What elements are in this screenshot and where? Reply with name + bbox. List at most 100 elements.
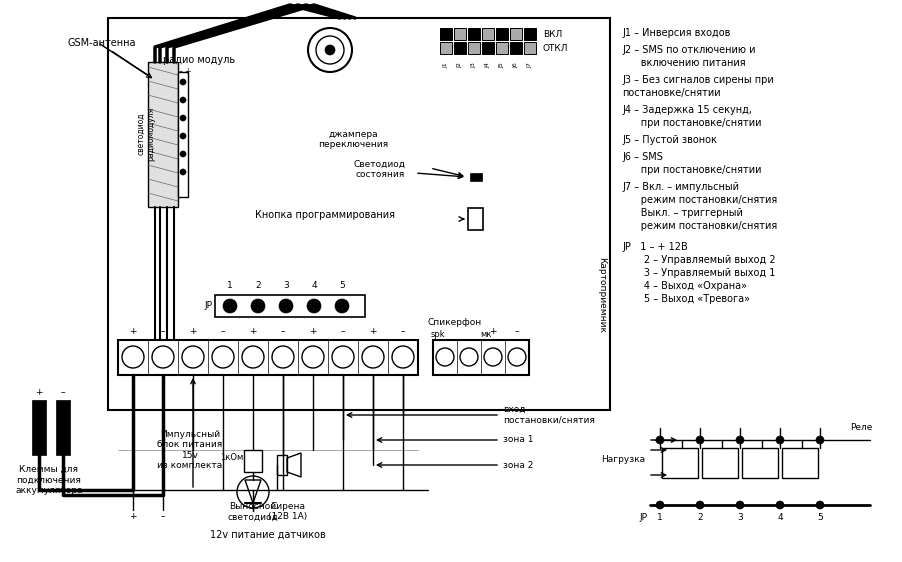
Text: –: – — [514, 328, 519, 337]
Text: +: + — [129, 512, 136, 521]
Text: J3 – Без сигналов сирены при: J3 – Без сигналов сирены при — [621, 75, 773, 85]
Text: J1 – Инверсия входов: J1 – Инверсия входов — [621, 28, 730, 38]
Circle shape — [335, 299, 348, 313]
Bar — [454, 42, 465, 54]
Bar — [148, 62, 178, 207]
Text: –: – — [161, 328, 165, 337]
Bar — [467, 42, 480, 54]
Bar — [467, 28, 480, 40]
Text: 12v питание датчиков: 12v питание датчиков — [210, 530, 326, 540]
Bar — [741, 448, 778, 478]
Bar — [523, 28, 536, 40]
Circle shape — [655, 436, 663, 444]
Circle shape — [775, 501, 783, 509]
Text: джампера
переключения: джампера переключения — [318, 130, 388, 149]
Text: +: + — [189, 328, 197, 337]
Text: 1: 1 — [227, 281, 233, 290]
Text: при постановке/снятии: при постановке/снятии — [621, 118, 760, 128]
Text: радио модуль: радио модуль — [163, 55, 235, 65]
Circle shape — [223, 299, 236, 313]
Text: 5: 5 — [816, 513, 822, 522]
Text: –: – — [400, 328, 405, 337]
Text: J7 – Вкл. – импульсный: J7 – Вкл. – импульсный — [621, 182, 738, 192]
Circle shape — [179, 115, 186, 121]
Text: зона 2: зона 2 — [502, 460, 533, 469]
Circle shape — [152, 346, 174, 368]
Text: +: + — [489, 328, 496, 337]
Bar — [244, 450, 262, 472]
Circle shape — [436, 348, 454, 366]
Bar — [439, 28, 452, 40]
Text: 5: 5 — [339, 281, 345, 290]
Bar — [469, 173, 482, 181]
Text: 4: 4 — [777, 513, 782, 522]
Text: J7: J7 — [527, 62, 532, 68]
Bar — [523, 42, 536, 54]
Circle shape — [332, 346, 354, 368]
Text: –: – — [281, 328, 285, 337]
Circle shape — [182, 346, 204, 368]
Text: Картоприемник: Картоприемник — [597, 257, 606, 333]
Bar — [118, 340, 418, 375]
Bar — [433, 340, 529, 375]
Circle shape — [391, 346, 413, 368]
Text: Светодиод
состояния: Светодиод состояния — [354, 160, 406, 179]
Circle shape — [179, 79, 186, 85]
Circle shape — [308, 28, 352, 72]
Text: светодиод
радиомодуля: светодиод радиомодуля — [136, 107, 155, 161]
Text: +: + — [249, 328, 256, 337]
Text: Клеммы для
подключения
аккумулятора: Клеммы для подключения аккумулятора — [15, 465, 83, 495]
Bar — [439, 42, 452, 54]
Text: –: – — [340, 328, 345, 337]
Text: J1: J1 — [443, 62, 448, 68]
Text: –: – — [179, 67, 183, 76]
Circle shape — [212, 346, 234, 368]
Text: 1кОм: 1кОм — [219, 454, 243, 463]
Text: Сирена
(12В 1А): Сирена (12В 1А) — [268, 502, 308, 522]
Text: 2: 2 — [255, 281, 261, 290]
Text: включению питания: включению питания — [621, 58, 745, 68]
Text: 2: 2 — [696, 513, 702, 522]
Circle shape — [301, 346, 324, 368]
Text: Нагрузка: Нагрузка — [600, 455, 644, 465]
Bar — [482, 42, 493, 54]
Bar — [215, 295, 364, 317]
Text: J4 – Задержка 15 секунд,: J4 – Задержка 15 секунд, — [621, 105, 751, 115]
Circle shape — [362, 346, 383, 368]
Text: мк: мк — [480, 330, 492, 339]
Text: +: + — [184, 67, 190, 76]
Text: J5 – Пустой звонок: J5 – Пустой звонок — [621, 135, 716, 145]
Circle shape — [179, 169, 186, 175]
Text: Спикерфон: Спикерфон — [428, 318, 482, 327]
Text: J5: J5 — [499, 62, 504, 68]
Text: +: + — [129, 328, 136, 337]
Text: +: + — [35, 388, 42, 397]
Bar — [178, 72, 188, 197]
Text: режим постановки/снятия: режим постановки/снятия — [621, 195, 777, 205]
Circle shape — [179, 97, 186, 103]
Text: spk: spk — [430, 330, 445, 339]
Text: JP: JP — [639, 513, 647, 522]
Bar — [495, 42, 508, 54]
Text: J6 – SMS: J6 – SMS — [621, 152, 662, 162]
Circle shape — [242, 346, 263, 368]
Text: J4: J4 — [485, 62, 490, 68]
Text: GSM-антенна: GSM-антенна — [68, 38, 136, 48]
Circle shape — [179, 151, 186, 157]
Bar — [467, 208, 483, 230]
Text: зона 1: зона 1 — [502, 436, 533, 445]
Circle shape — [279, 299, 292, 313]
Text: +: + — [369, 328, 376, 337]
Text: ОТКЛ: ОТКЛ — [542, 44, 568, 53]
Text: Выносной
светодиод: Выносной светодиод — [227, 502, 278, 522]
Polygon shape — [500, 220, 582, 365]
Text: вход
постановки/снятия: вход постановки/снятия — [502, 405, 594, 425]
Text: 2 – Управляемый выход 2: 2 – Управляемый выход 2 — [621, 255, 775, 265]
Text: постановке/снятии: постановке/снятии — [621, 88, 720, 98]
Bar — [661, 448, 697, 478]
Text: 1: 1 — [657, 513, 662, 522]
Circle shape — [735, 436, 743, 444]
Text: +: + — [308, 328, 317, 337]
Text: режим постановки/снятия: режим постановки/снятия — [621, 221, 777, 231]
Text: 3: 3 — [283, 281, 289, 290]
